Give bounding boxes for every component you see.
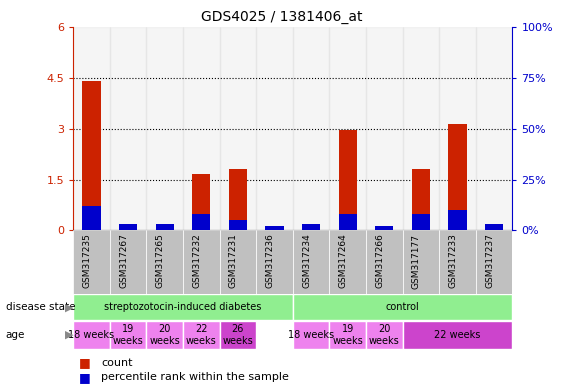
Text: 19
weeks: 19 weeks xyxy=(113,324,144,346)
Text: GSM317236: GSM317236 xyxy=(266,233,275,288)
Bar xyxy=(220,27,256,230)
Text: 20
weeks: 20 weeks xyxy=(369,324,400,346)
Text: 19
weeks: 19 weeks xyxy=(332,324,363,346)
Text: GSM317234: GSM317234 xyxy=(302,233,311,288)
Bar xyxy=(329,27,366,230)
Bar xyxy=(403,230,439,294)
Text: GSM317265: GSM317265 xyxy=(156,233,165,288)
Bar xyxy=(293,27,329,230)
Text: GSM317266: GSM317266 xyxy=(376,233,384,288)
Bar xyxy=(366,27,403,230)
Text: ▶: ▶ xyxy=(65,302,73,312)
Bar xyxy=(73,230,110,294)
Text: GSM317232: GSM317232 xyxy=(193,233,202,288)
Text: streptozotocin-induced diabetes: streptozotocin-induced diabetes xyxy=(104,302,262,312)
Bar xyxy=(146,230,183,294)
Text: GSM317267: GSM317267 xyxy=(119,233,128,288)
Bar xyxy=(183,321,220,349)
Text: 20
weeks: 20 weeks xyxy=(149,324,180,346)
Bar xyxy=(338,214,357,230)
Bar xyxy=(403,321,512,349)
Bar xyxy=(110,230,146,294)
Bar xyxy=(229,220,247,230)
Bar xyxy=(412,214,430,230)
Bar xyxy=(375,226,394,230)
Bar xyxy=(412,169,430,230)
Bar xyxy=(403,27,439,230)
Text: GSM317233: GSM317233 xyxy=(449,233,457,288)
Bar xyxy=(329,230,366,294)
Text: percentile rank within the sample: percentile rank within the sample xyxy=(101,372,289,382)
Bar xyxy=(366,321,403,349)
Bar xyxy=(192,214,211,230)
Bar xyxy=(229,169,247,230)
Text: 18 weeks: 18 weeks xyxy=(288,330,334,340)
Bar xyxy=(293,294,512,320)
Bar xyxy=(119,224,137,230)
Bar xyxy=(110,27,146,230)
Bar xyxy=(338,130,357,230)
Text: age: age xyxy=(6,330,25,340)
Bar xyxy=(439,230,476,294)
Text: GDS4025 / 1381406_at: GDS4025 / 1381406_at xyxy=(201,10,362,23)
Text: control: control xyxy=(386,302,419,312)
Bar xyxy=(146,321,183,349)
Bar xyxy=(73,27,110,230)
Bar xyxy=(448,210,467,230)
Text: disease state: disease state xyxy=(6,302,75,312)
Bar xyxy=(183,230,220,294)
Bar xyxy=(448,124,467,230)
Bar xyxy=(220,321,256,349)
Text: ▶: ▶ xyxy=(65,330,73,340)
Bar xyxy=(329,321,366,349)
Bar xyxy=(302,224,320,230)
Bar xyxy=(82,206,101,230)
Text: 18 weeks: 18 weeks xyxy=(69,330,114,340)
Bar xyxy=(476,230,512,294)
Text: GSM317264: GSM317264 xyxy=(339,233,347,288)
Text: count: count xyxy=(101,358,133,368)
Text: 22
weeks: 22 weeks xyxy=(186,324,217,346)
Bar xyxy=(485,224,503,230)
Text: 26
weeks: 26 weeks xyxy=(222,324,253,346)
Bar xyxy=(476,27,512,230)
Bar xyxy=(110,321,146,349)
Text: GSM317231: GSM317231 xyxy=(229,233,238,288)
Text: GSM317235: GSM317235 xyxy=(83,233,91,288)
Bar xyxy=(183,27,220,230)
Text: ■: ■ xyxy=(79,356,91,369)
Bar xyxy=(293,230,329,294)
Bar xyxy=(256,27,293,230)
Bar xyxy=(73,294,293,320)
Bar xyxy=(293,321,329,349)
Bar xyxy=(439,27,476,230)
Bar xyxy=(366,230,403,294)
Bar xyxy=(192,174,211,230)
Bar xyxy=(146,27,183,230)
Bar xyxy=(220,230,256,294)
Bar xyxy=(265,226,284,230)
Bar xyxy=(73,321,110,349)
Bar xyxy=(82,81,101,230)
Text: ■: ■ xyxy=(79,371,91,384)
Text: GSM317237: GSM317237 xyxy=(485,233,494,288)
Bar xyxy=(256,230,293,294)
Bar xyxy=(155,224,174,230)
Text: 22 weeks: 22 weeks xyxy=(434,330,481,340)
Text: GSM317177: GSM317177 xyxy=(412,233,421,288)
